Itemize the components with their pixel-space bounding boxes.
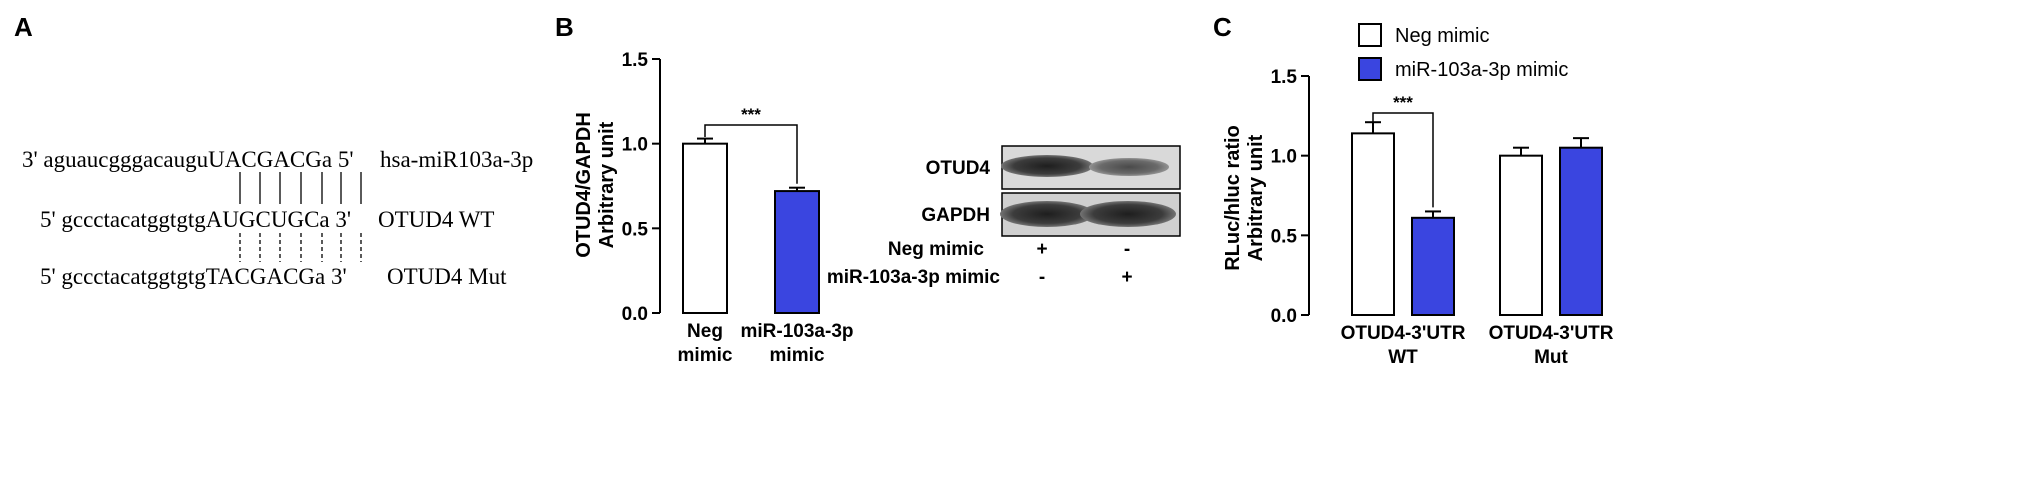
y-tick-label: 0.5 <box>622 219 649 240</box>
blot-band-otud4-lane2 <box>1089 158 1169 176</box>
bar-series: Neg mimic miR-103a-3p mimic *** <box>678 105 854 366</box>
significance-label: *** <box>1393 93 1413 112</box>
blot-sign-neg-lane1: + <box>1036 239 1047 260</box>
sequence-alignment: 3' aguaucgggacauguUACGACGa 5' hsa-miR103… <box>22 147 533 289</box>
bar-1-1 <box>1559 146 1603 316</box>
blot-sign-mir-lane1: - <box>1039 267 1045 288</box>
x-tick-label: OTUD4-3'UTR <box>1489 323 1614 344</box>
x-tick-label: WT <box>1388 347 1418 368</box>
blot-band-gapdh-lane1 <box>1000 201 1094 227</box>
y-tick-label: 0.0 <box>622 304 648 325</box>
blot-row-label-gapdh: GAPDH <box>921 205 990 226</box>
base-pair-lines <box>239 172 362 262</box>
legend-label-neg: Neg mimic <box>1395 25 1489 47</box>
x-tick-label: mimic <box>770 345 825 366</box>
bar-0-0 <box>1351 132 1395 316</box>
bar-series: OTUD4-3'UTR WT OTUD4-3'UTR Mut *** <box>1341 93 1614 368</box>
significance-label: *** <box>741 105 761 124</box>
chart-otud4-expression: 0.0 0.5 1.0 1.5 Neg mimic miR-103a-3p mimic ***… <box>573 50 854 366</box>
significance-bracket <box>1372 112 1434 208</box>
y-tick-label: 1.0 <box>1271 147 1297 168</box>
mut-sequence: 5' gccctacatggtgtgTACGACGa 3' <box>40 264 347 289</box>
y-axis-label-line1: RLuc/hluc ratio <box>1222 125 1244 271</box>
legend: Neg mimic miR-103a-3p mimic <box>1358 23 1568 81</box>
bar-1 <box>774 190 820 314</box>
bar-0 <box>682 142 728 314</box>
wt-sequence: 5' gccctacatggtgtgAUGCUGCa 3' <box>40 207 351 232</box>
y-tick-label: 1.5 <box>622 50 649 71</box>
legend-label-mir: miR-103a-3p mimic <box>1395 59 1568 81</box>
y-tick-label: 0.0 <box>1271 306 1297 327</box>
chart-luciferase-ratio: Neg mimic miR-103a-3p mimic 0.0 0.5 1.0 1.5… <box>1222 23 1614 368</box>
wt-label: OTUD4 WT <box>378 207 494 232</box>
panel-label-c: C <box>1213 12 1232 42</box>
bar-1-0 <box>1411 216 1455 317</box>
x-tick-label: OTUD4-3'UTR <box>1341 323 1466 344</box>
mirna-sequence: 3' aguaucgggacauguUACGACGa 5' <box>22 147 353 172</box>
blot-condition-label-mir: miR-103a-3p mimic <box>827 267 1001 288</box>
legend-swatch-neg <box>1358 23 1382 47</box>
x-tick-label: Mut <box>1534 347 1568 368</box>
y-tick-label: 1.5 <box>1271 67 1298 88</box>
panel-label-b: B <box>555 12 574 42</box>
western-blot: OTUD4 GAPDH Neg mimic miR-103a-3p mimic … <box>827 145 1181 288</box>
x-tick-label: Neg <box>687 321 723 342</box>
blot-band-otud4-lane1 <box>1001 155 1093 177</box>
y-axis-label-line1: OTUD4/GAPDH <box>573 112 595 258</box>
blot-row-label-otud4: OTUD4 <box>926 158 991 179</box>
mirna-label: hsa-miR103a-3p <box>380 147 533 172</box>
legend-swatch-mir <box>1358 57 1382 81</box>
bar-0-1 <box>1499 154 1543 316</box>
blot-sign-neg-lane2: - <box>1124 239 1130 260</box>
x-tick-label: mimic <box>678 345 733 366</box>
y-tick-label: 0.5 <box>1271 226 1298 247</box>
mut-label: OTUD4 Mut <box>387 264 507 289</box>
blot-sign-mir-lane2: + <box>1121 267 1132 288</box>
y-axis-label-line2: Arbitrary unit <box>596 121 618 248</box>
panel-label-a: A <box>14 12 33 42</box>
y-axis-label-line2: Arbitrary unit <box>1245 134 1267 261</box>
y-axis: 0.0 0.5 1.0 1.5 <box>1271 67 1310 327</box>
x-tick-label: miR-103a-3p <box>741 321 854 342</box>
blot-condition-label-neg: Neg mimic <box>888 239 985 260</box>
blot-band-gapdh-lane2 <box>1080 201 1176 227</box>
y-axis: 0.0 0.5 1.0 1.5 <box>622 50 661 325</box>
y-tick-label: 1.0 <box>622 135 648 156</box>
significance-bracket <box>704 124 798 184</box>
